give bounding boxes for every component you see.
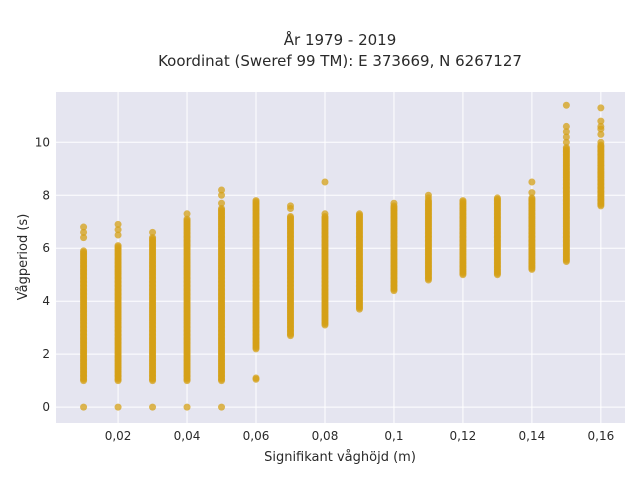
data-point: [218, 205, 226, 213]
data-point: [493, 194, 501, 202]
data-point: [562, 144, 570, 152]
data-point: [562, 138, 570, 146]
data-point: [321, 178, 329, 186]
x-tick-label: 0,14: [519, 429, 546, 443]
data-point: [114, 242, 122, 250]
x-tick-labels: 0,02 0,04 0,06 0,08 0,1 0,12 0,14 0,16: [105, 429, 615, 443]
data-point: [597, 130, 605, 138]
data-point: [321, 210, 329, 218]
data-point: [252, 375, 260, 383]
data-point: [114, 226, 122, 234]
data-point: [562, 128, 570, 136]
data-point: [218, 191, 226, 199]
data-point: [597, 117, 605, 125]
y-tick-label: 6: [42, 241, 50, 255]
data-point: [218, 403, 226, 411]
x-tick-label: 0,06: [243, 429, 270, 443]
plot-area: [56, 92, 625, 423]
data-point: [218, 186, 226, 194]
data-point: [252, 197, 260, 205]
data-point: [80, 247, 88, 255]
data-point: [597, 104, 605, 112]
x-tick-label: 0,08: [312, 429, 339, 443]
data-points: [80, 101, 605, 411]
data-point: [80, 403, 88, 411]
data-point: [149, 403, 157, 411]
data-point: [114, 403, 122, 411]
data-point: [355, 210, 363, 218]
data-point: [286, 212, 294, 220]
y-tick-label: 4: [42, 294, 50, 308]
data-point: [597, 125, 605, 133]
data-point: [528, 189, 536, 197]
x-tick-label: 0,04: [174, 429, 201, 443]
data-point: [183, 403, 191, 411]
y-tick-label: 2: [42, 347, 50, 361]
chart-subtitle: Koordinat (Sweref 99 TM): E 373669, N 62…: [158, 52, 522, 70]
data-point: [459, 197, 467, 205]
x-tick-label: 0,1: [384, 429, 403, 443]
data-point: [149, 228, 157, 236]
x-tick-label: 0,12: [450, 429, 477, 443]
data-point: [114, 220, 122, 228]
data-point: [562, 122, 570, 130]
x-tick-label: 0,16: [588, 429, 615, 443]
data-point: [390, 199, 398, 207]
data-point: [528, 194, 536, 202]
data-point: [562, 133, 570, 141]
y-tick-label: 0: [42, 400, 50, 414]
data-point: [183, 215, 191, 223]
data-point: [80, 228, 88, 236]
data-point: [183, 210, 191, 218]
data-point: [528, 178, 536, 186]
data-point: [597, 138, 605, 146]
data-point: [218, 199, 226, 207]
data-point: [149, 234, 157, 242]
data-point: [80, 234, 88, 242]
y-tick-label: 10: [35, 135, 50, 149]
y-tick-labels: 0 2 4 6 8 10: [35, 135, 50, 414]
y-axis-label: Vågperiod (s): [16, 214, 31, 301]
data-point: [286, 205, 294, 213]
x-axis-label: Signifikant våghöjd (m): [264, 450, 416, 465]
data-point: [424, 194, 432, 202]
x-tick-label: 0,02: [105, 429, 132, 443]
chart-title: År 1979 - 2019: [284, 30, 397, 49]
data-point: [562, 101, 570, 109]
y-tick-label: 8: [42, 188, 50, 202]
data-point: [80, 223, 88, 231]
data-point: [114, 231, 122, 239]
